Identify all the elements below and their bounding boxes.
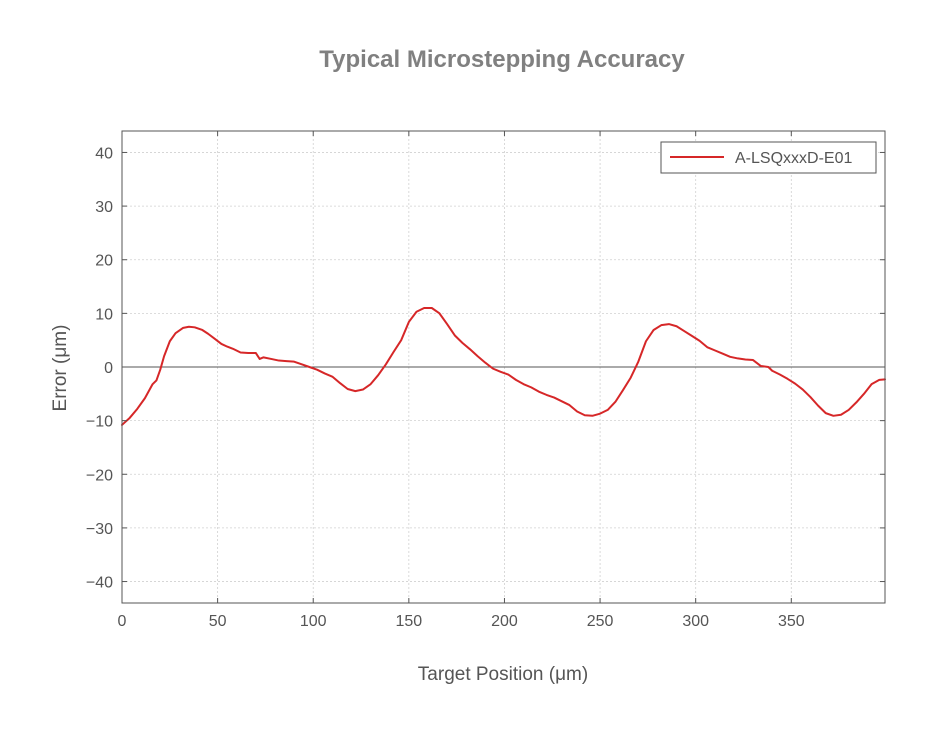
ticks: 0 50 100 150 200 250 300 350 −40 −30 −20 −10 0 10 20 30… [86,131,885,630]
y-tick-label: 30 [95,199,113,216]
series-line-a-lsqxxxd-e01 [121,307,886,426]
y-tick-label: 0 [104,360,113,377]
y-tick-label: −10 [86,414,113,431]
y-tick-label: 20 [95,253,113,270]
series-group [121,307,886,426]
x-axis-label: Target Position (μm) [418,664,588,685]
y-tick-label: 40 [95,145,113,162]
y-tick-label: 10 [95,306,113,323]
x-tick-label: 150 [395,613,422,630]
x-tick-label: 100 [300,613,327,630]
x-tick-label: 0 [118,613,127,630]
chart-title: Typical Microstepping Accuracy [319,46,685,73]
y-tick-label: −40 [86,575,113,592]
x-tick-label: 300 [682,613,709,630]
legend-box [660,141,877,174]
x-tick-label: 250 [587,613,614,630]
x-tick-label: 200 [491,613,518,630]
y-tick-label: −20 [86,467,113,484]
y-axis-label: Error (μm) [50,325,71,412]
legend: A-LSQxxxD-E01 [660,141,877,174]
x-tick-label: 50 [209,613,227,630]
legend-label-a-lsqxxxd-e01: A-LSQxxxD-E01 [735,150,852,167]
x-tick-label: 350 [778,613,805,630]
y-tick-label: −30 [86,521,113,538]
